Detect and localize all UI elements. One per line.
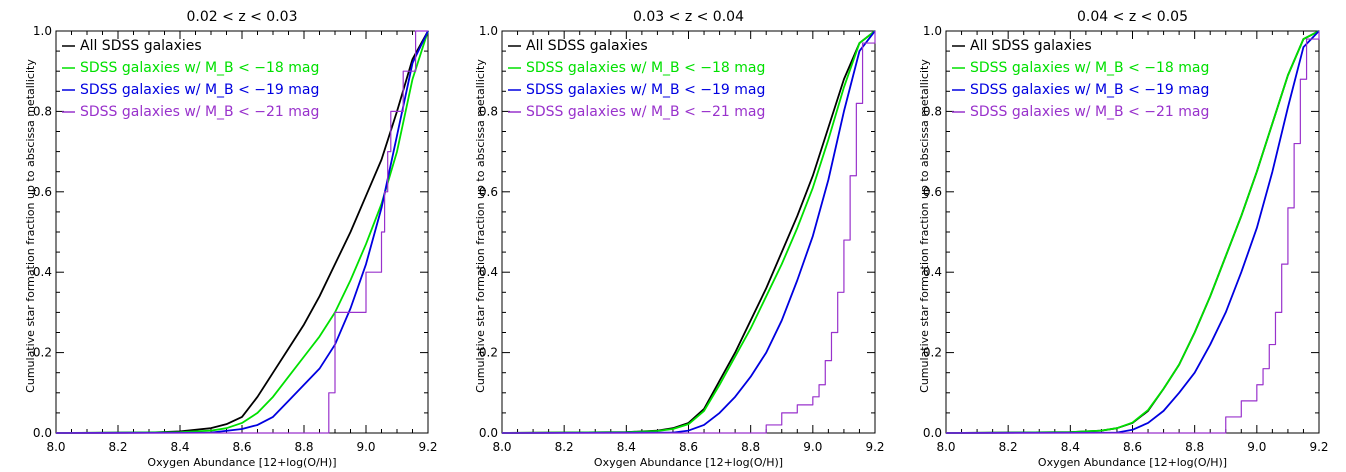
- x-axis-label: Oxygen Abundance [12+log(O/H)]: [594, 456, 783, 469]
- legend-label-4: SDSS galaxies w/ M_B < −21 mag: [80, 104, 319, 120]
- legend-label-1: All SDSS galaxies: [526, 38, 648, 54]
- x-tick-label: 8.0: [492, 440, 511, 454]
- y-tick-label: 0.2: [479, 346, 498, 360]
- series-line-3: [945, 30, 1320, 434]
- y-tick-label: 0.6: [923, 185, 942, 199]
- y-tick-label: 1.0: [923, 24, 942, 38]
- y-tick-label: 0.0: [479, 426, 498, 440]
- legend-label-2: SDSS galaxies w/ M_B < −18 mag: [526, 60, 765, 76]
- x-tick-label: 8.6: [232, 440, 251, 454]
- legend-label-4: SDSS galaxies w/ M_B < −21 mag: [970, 104, 1209, 120]
- legend-label-1: All SDSS galaxies: [80, 38, 202, 54]
- y-axis-label: Cumulative star formation fraction up to…: [24, 59, 37, 393]
- y-tick-label: 0.4: [33, 265, 52, 279]
- x-tick-label: 8.2: [999, 440, 1018, 454]
- y-tick-label: 0.0: [923, 426, 942, 440]
- x-axis-label: Oxygen Abundance [12+log(O/H)]: [147, 456, 336, 469]
- chart-panel-3: 8.0 8.2 8.4 8.6 8.8 9.0 9.2 0.0 0.2 0.4 0.6 0.8 1.0 0…: [918, 9, 1329, 469]
- y-tick-label: 0.2: [923, 346, 942, 360]
- x-tick-label: 9.2: [418, 440, 437, 454]
- y-axis-label: Cumulative star formation fraction up to…: [474, 59, 487, 393]
- y-tick-label: 0.0: [33, 426, 52, 440]
- chart-title: 0.04 < z < 0.05: [1077, 9, 1188, 25]
- y-tick-label: 0.4: [479, 265, 498, 279]
- x-tick-label: 8.8: [741, 440, 760, 454]
- x-tick-label: 8.2: [108, 440, 127, 454]
- chart-title: 0.02 < z < 0.03: [187, 9, 298, 25]
- x-tick-label: 9.0: [356, 440, 375, 454]
- x-tick-label: 8.4: [170, 440, 189, 454]
- chart-panel-2: 8.0 8.2 8.4 8.6 8.8 9.0 9.2 0.0 0.2 0.4 0.6 0.8 1.0 0…: [474, 9, 885, 469]
- x-tick-label: 9.0: [1247, 440, 1266, 454]
- series-line-4: [56, 30, 428, 434]
- y-tick-label: 0.8: [33, 104, 52, 118]
- x-tick-label: 9.2: [1309, 440, 1328, 454]
- x-tick-label: 8.0: [46, 440, 65, 454]
- y-tick-label: 0.6: [479, 185, 498, 199]
- chart-title: 0.03 < z < 0.04: [633, 9, 744, 25]
- series-line-1: [55, 30, 429, 434]
- legend-label-3: SDSS galaxies w/ M_B < −19 mag: [80, 82, 319, 98]
- y-tick-label: 0.8: [479, 104, 498, 118]
- y-tick-label: 0.6: [33, 185, 52, 199]
- y-tick-label: 0.2: [33, 346, 52, 360]
- chart-panel-1: 8.0 8.2 8.4 8.6 8.8 9.0 9.2 0.0 0.2 0.4 0.6 0.8 1.0 0…: [24, 9, 438, 469]
- y-tick-label: 0.4: [923, 265, 942, 279]
- x-tick-label: 8.6: [1123, 440, 1142, 454]
- x-tick-label: 9.0: [803, 440, 822, 454]
- legend-label-2: SDSS galaxies w/ M_B < −18 mag: [970, 60, 1209, 76]
- legend-label-4: SDSS galaxies w/ M_B < −21 mag: [526, 104, 765, 120]
- x-tick-label: 9.2: [865, 440, 884, 454]
- x-axis-label: Oxygen Abundance [12+log(O/H)]: [1038, 456, 1227, 469]
- series-line-4: [502, 31, 876, 434]
- y-tick-label: 0.8: [923, 104, 942, 118]
- x-tick-label: 8.2: [555, 440, 574, 454]
- x-tick-label: 8.0: [936, 440, 955, 454]
- y-tick-label: 1.0: [33, 24, 52, 38]
- series-line-2: [945, 30, 1320, 434]
- y-axis-label: Cumulative star formation fraction up to…: [918, 59, 931, 393]
- y-tick-label: 1.0: [479, 24, 498, 38]
- panels: 8.0 8.2 8.4 8.6 8.8 9.0 9.2 0.0 0.2 0.4 0.6 0.8 1.0 0…: [24, 9, 1329, 469]
- legend-label-3: SDSS galaxies w/ M_B < −19 mag: [970, 82, 1209, 98]
- x-tick-label: 8.4: [617, 440, 636, 454]
- series-line-3: [501, 30, 876, 434]
- series-line-2: [501, 30, 876, 434]
- x-tick-label: 8.8: [1185, 440, 1204, 454]
- x-tick-label: 8.8: [294, 440, 313, 454]
- legend-label-3: SDSS galaxies w/ M_B < −19 mag: [526, 82, 765, 98]
- series-line-3: [55, 30, 429, 434]
- x-tick-label: 8.4: [1061, 440, 1080, 454]
- legend-label-2: SDSS galaxies w/ M_B < −18 mag: [80, 60, 319, 76]
- x-tick-label: 8.6: [679, 440, 698, 454]
- series-line-4: [946, 31, 1320, 434]
- legend-label-1: All SDSS galaxies: [970, 38, 1092, 54]
